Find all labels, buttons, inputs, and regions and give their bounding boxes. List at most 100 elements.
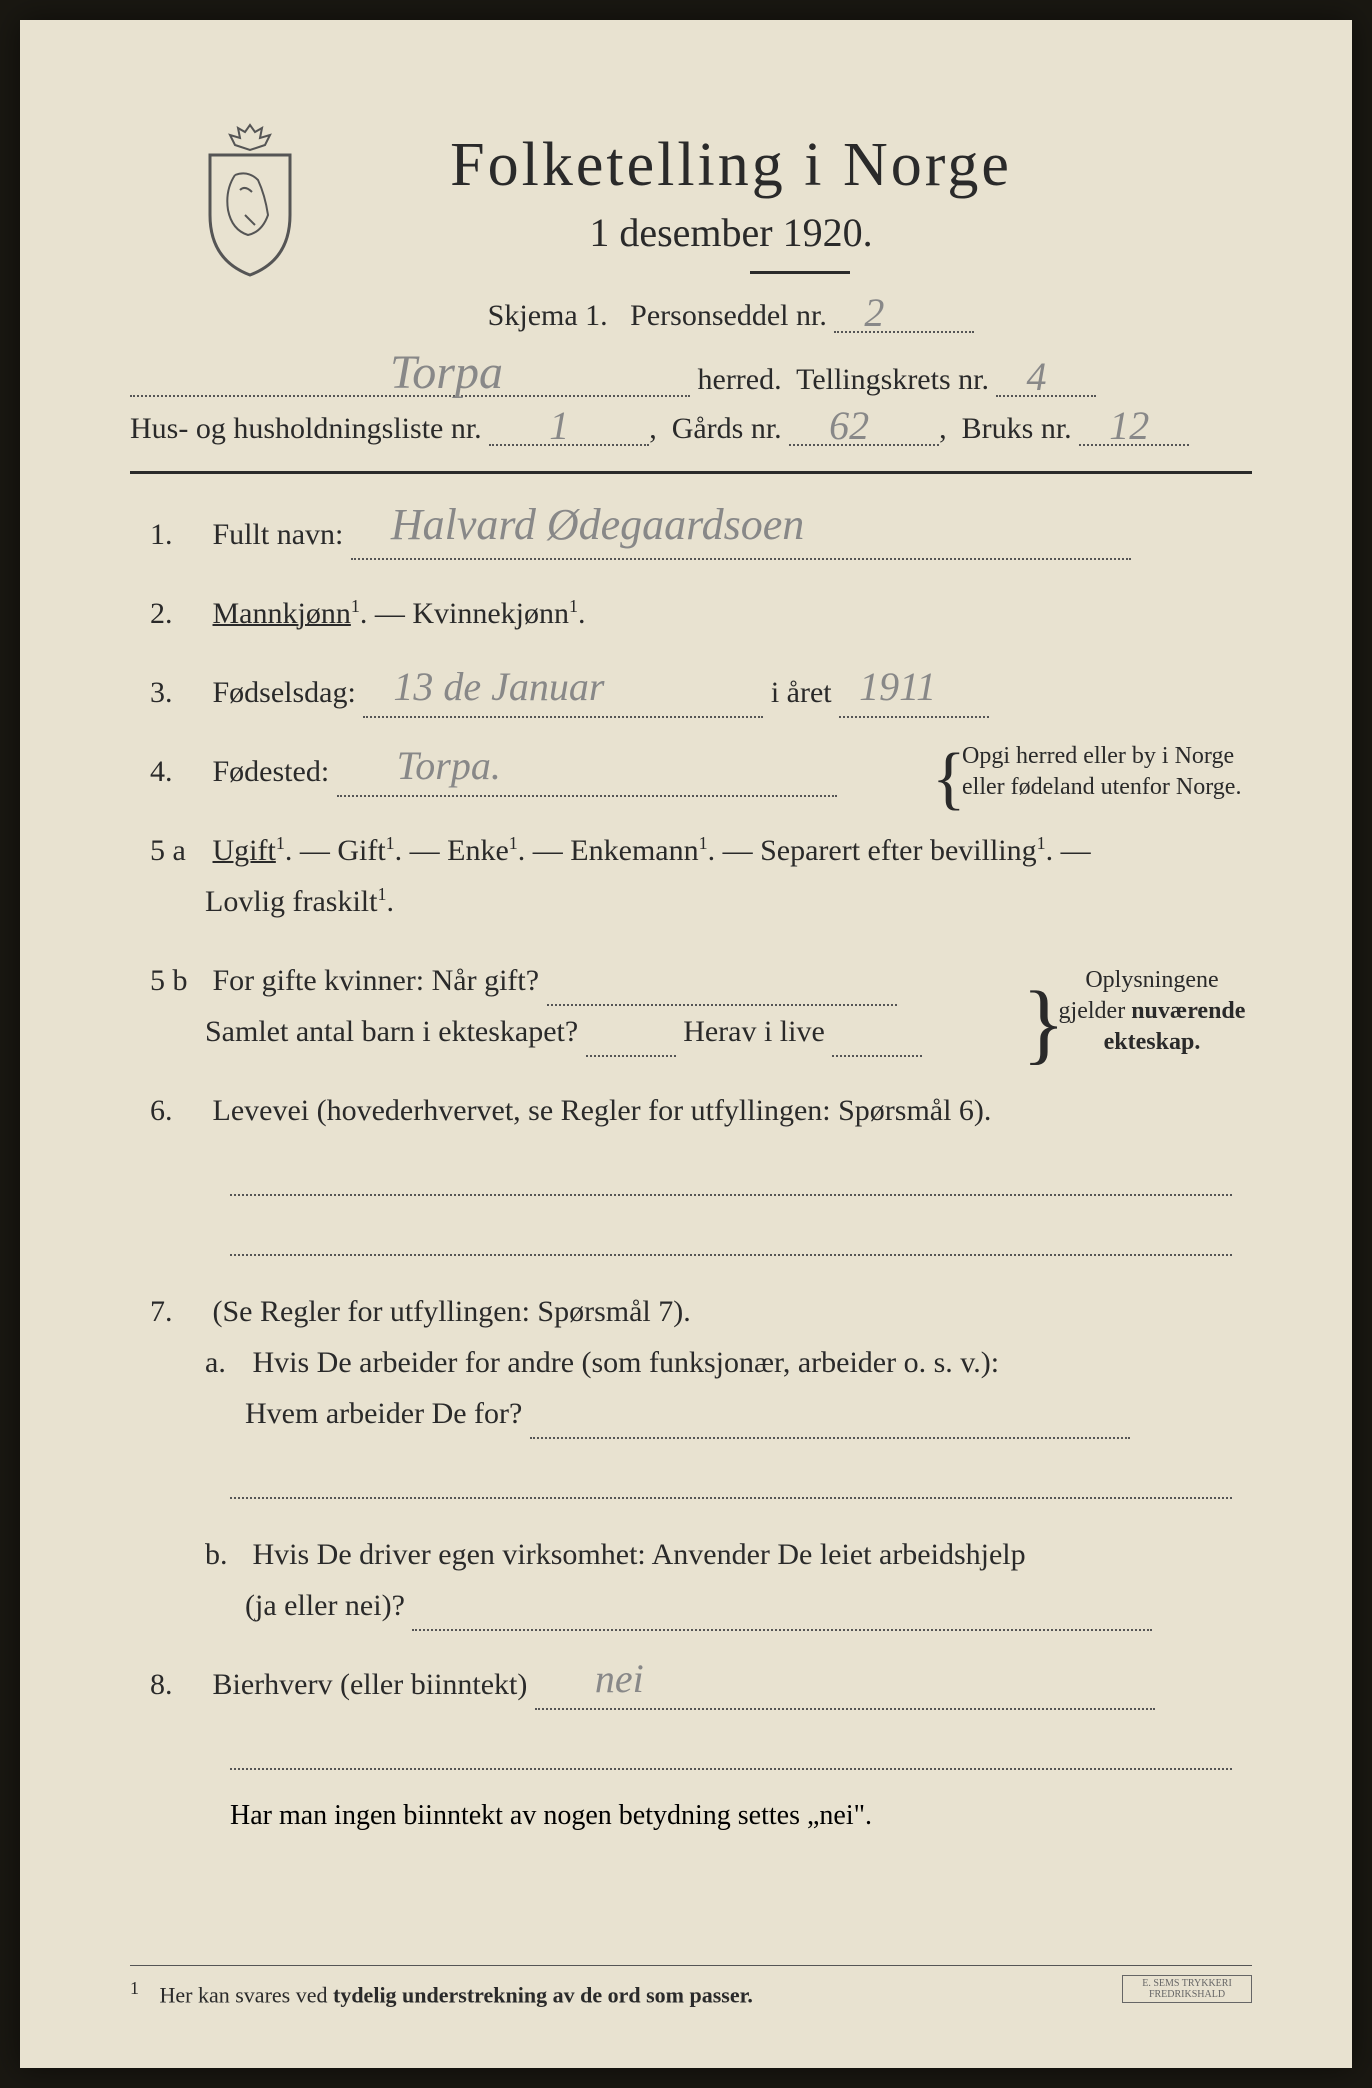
q5b-note3: nuværende [1131, 998, 1245, 1024]
q6-label: Levevei (hovederhvervet, se Regler for u… [213, 1094, 992, 1127]
q6-num: 6. [150, 1085, 205, 1136]
gards-label: Gårds nr. [672, 412, 782, 445]
q5b-num: 5 b [150, 955, 205, 1006]
q2-opt1: Mannkjønn [213, 597, 351, 630]
tellingskrets-label: Tellingskrets nr. [796, 363, 989, 396]
page-title: Folketelling i Norge [210, 110, 1252, 201]
q7b: b. Hvis De driver egen virksomhet: Anven… [130, 1529, 1252, 1631]
q5b-gift-field [547, 1004, 897, 1006]
q6-line1 [230, 1166, 1232, 1196]
skjema-line: Skjema 1. Personseddel nr. 2 [210, 299, 1252, 333]
q1-field: Halvard Ødegaardsoen [351, 558, 1131, 560]
footer: 1 Her kan svares ved tydelig understrekn… [130, 1965, 1252, 2008]
skjema-label: Skjema 1. [488, 299, 608, 332]
q1-label: Fullt navn: [213, 518, 344, 551]
q8-line [230, 1740, 1232, 1770]
q4-num: 4. [150, 746, 205, 797]
bruks-value: 12 [1109, 402, 1149, 449]
q7-num: 7. [150, 1286, 205, 1337]
main-rule [130, 471, 1252, 474]
gards-field: 62 [789, 444, 939, 446]
personseddel-label: Personseddel nr. [630, 299, 827, 332]
herred-field: Torpa [130, 395, 690, 397]
q3-day-field: 13 de Januar [363, 716, 763, 718]
personseddel-field: 2 [834, 331, 974, 333]
footnote-num: 1 [130, 1978, 139, 1998]
q7b-label2: (ja eller nei)? [245, 1589, 405, 1622]
q6-line2 [230, 1226, 1232, 1256]
q5b-note1: Oplysningene [1085, 967, 1218, 993]
q8-num: 8. [150, 1659, 205, 1710]
q3-num: 3. [150, 667, 205, 718]
q4: 4. Fødested: Torpa. { Opgi herred eller … [130, 746, 1252, 797]
brace-icon: } [1022, 965, 1065, 1082]
q6: 6. Levevei (hovederhvervet, se Regler fo… [130, 1085, 1252, 1136]
q2-opt2: Kvinnekjønn [412, 597, 569, 630]
q4-note: { Opgi herred eller by i Norge eller fød… [962, 741, 1252, 803]
brace-icon: { [932, 733, 966, 824]
header: Folketelling i Norge 1 desember 1920. Sk… [130, 110, 1252, 333]
q7a-label2: Hvem arbeider De for? [245, 1397, 522, 1430]
q5b-barn-field [586, 1055, 676, 1057]
q5a-opt1: Ugift [213, 834, 276, 867]
bruks-field: 12 [1079, 444, 1189, 446]
herred-line: Torpa herred. Tellingskrets nr. 4 [130, 363, 1252, 397]
printer-stamp: E. SEMS TRYKKERI FREDRIKSHALD [1122, 1975, 1252, 2003]
nei-note: Har man ingen biinntekt av nogen betydni… [230, 1800, 1252, 1832]
q7-label: (Se Regler for utfyllingen: Spørsmål 7). [213, 1295, 691, 1328]
q5b-label3: Herav i live [683, 1015, 825, 1048]
q7a-label1: Hvis De arbeider for andre (som funksjon… [253, 1346, 1000, 1379]
q4-field: Torpa. [337, 795, 837, 797]
q3-mid: i året [771, 676, 832, 709]
q5a-opt2: Gift [337, 834, 385, 867]
q5a-opt5: Separert efter bevilling [760, 834, 1037, 867]
q4-value: Torpa. [397, 732, 501, 800]
q7b-label1: Hvis De driver egen virksomhet: Anvender… [253, 1538, 1026, 1571]
tellingskrets-value: 4 [1026, 353, 1046, 400]
q5b-label1: For gifte kvinner: Når gift? [213, 964, 540, 997]
q1-num: 1. [150, 509, 205, 560]
husliste-label: Hus- og husholdningsliste nr. [130, 412, 482, 445]
q2-num: 2. [150, 588, 205, 639]
q3: 3. Fødselsdag: 13 de Januar i året 1911 [130, 667, 1252, 718]
q5a-opt4: Enkemann [570, 834, 698, 867]
q5a-opt3: Enke [447, 834, 509, 867]
q3-year-field: 1911 [839, 716, 989, 718]
q8: 8. Bierhverv (eller biinntekt) nei [130, 1659, 1252, 1710]
husliste-field: 1 [489, 444, 649, 446]
q7a-num: a. [205, 1337, 245, 1388]
title-rule [750, 271, 850, 274]
q5b-label2: Samlet antal barn i ekteskapet? [205, 1015, 578, 1048]
q7a-field [530, 1437, 1130, 1439]
q4-note1: Opgi herred eller by i Norge [962, 743, 1234, 769]
q5b-live-field [832, 1055, 922, 1057]
q3-year-value: 1911 [859, 653, 936, 721]
coat-of-arms-icon [190, 120, 310, 280]
q3-label: Fødselsdag: [213, 676, 356, 709]
q7b-num: b. [205, 1529, 245, 1580]
q5b-note2: gjelder [1059, 998, 1126, 1024]
q5b-note4: ekteskap. [1104, 1029, 1201, 1055]
q7b-field [412, 1629, 1152, 1631]
q8-label: Bierhverv (eller biinntekt) [213, 1668, 528, 1701]
husliste-line: Hus- og husholdningsliste nr. 1 , Gårds … [130, 412, 1252, 446]
q5a-num: 5 a [150, 825, 205, 876]
husliste-value: 1 [549, 402, 569, 449]
gards-value: 62 [829, 402, 869, 449]
footnote-text: Her kan svares ved tydelig understreknin… [160, 1982, 753, 2007]
herred-label: herred. [698, 363, 782, 396]
q1: 1. Fullt navn: Halvard Ødegaardsoen [130, 509, 1252, 560]
q8-field: nei [535, 1708, 1155, 1710]
q7: 7. (Se Regler for utfyllingen: Spørsmål … [130, 1286, 1252, 1439]
q1-value: Halvard Ødegaardsoen [391, 488, 804, 563]
tellingskrets-field: 4 [996, 395, 1096, 397]
herred-value: Torpa [390, 345, 503, 400]
q7a-line [230, 1469, 1232, 1499]
q5a: 5 a Ugift1. — Gift1. — Enke1. — Enkemann… [130, 825, 1252, 927]
q4-label: Fødested: [213, 755, 330, 788]
q2: 2. Mannkjønn1. — Kvinnekjønn1. [130, 588, 1252, 639]
personseddel-value: 2 [864, 289, 884, 336]
q5b: 5 b For gifte kvinner: Når gift? Samlet … [130, 955, 1252, 1057]
bruks-label: Bruks nr. [962, 412, 1072, 445]
q3-day-value: 13 de Januar [393, 653, 604, 721]
